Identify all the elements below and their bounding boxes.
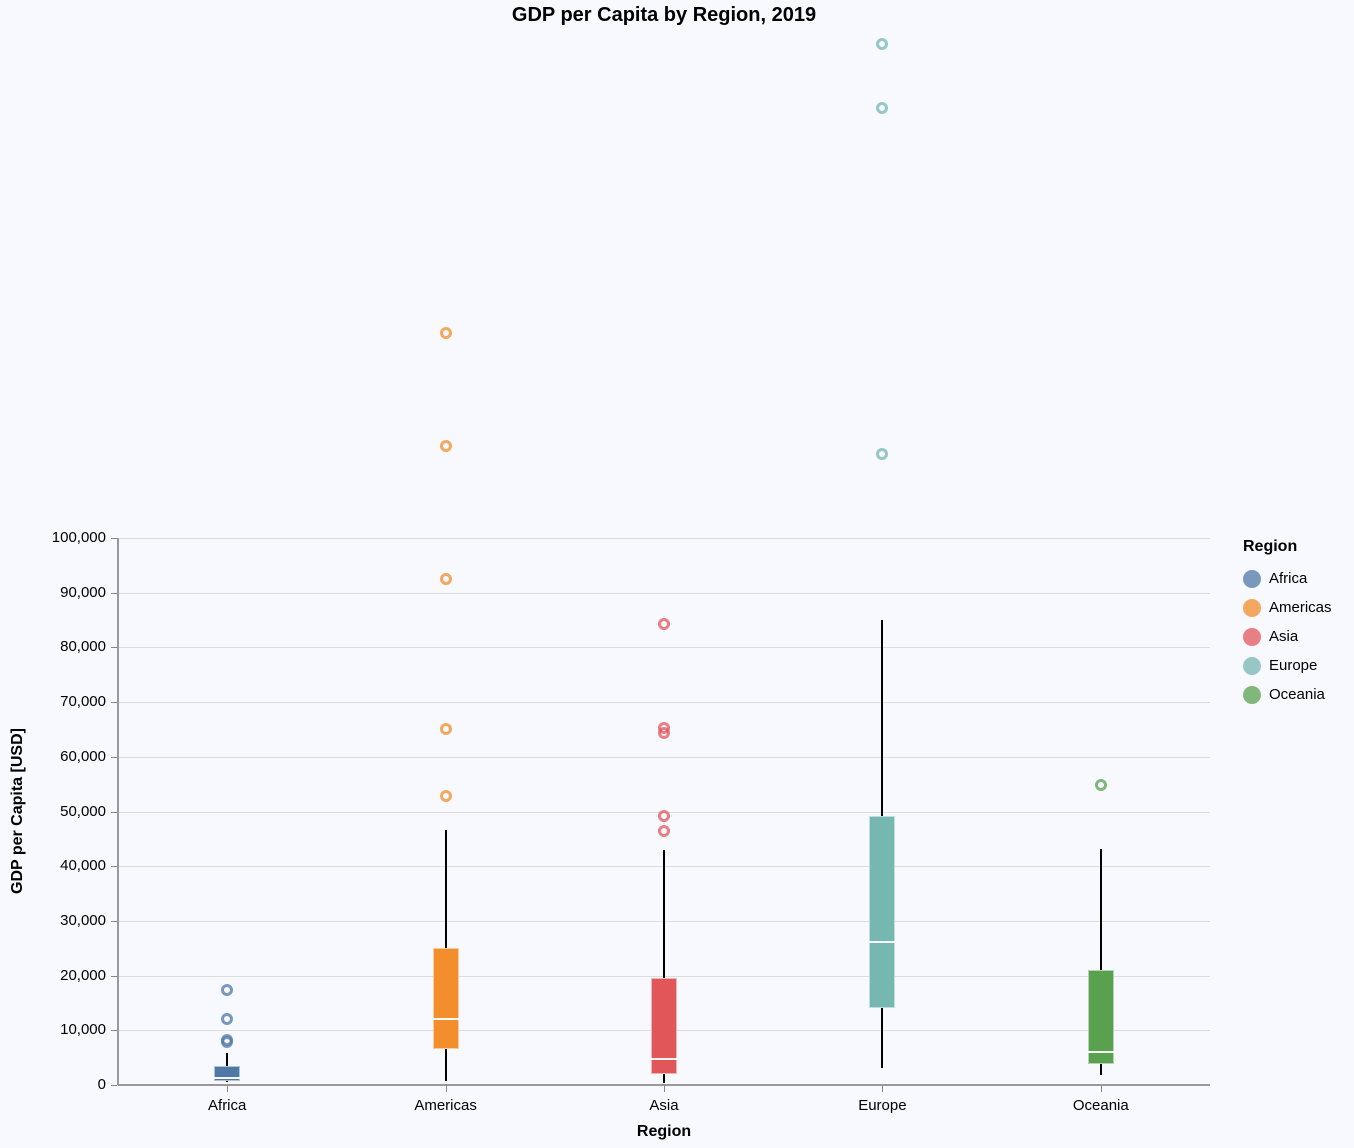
legend-title: Region: [1243, 538, 1298, 555]
y-axis-tick: [111, 592, 117, 594]
x-tick-label: Americas: [414, 1097, 477, 1114]
median-africa: [214, 1076, 241, 1079]
x-axis-tick: [227, 1085, 229, 1092]
y-tick-label: 0: [97, 1076, 106, 1093]
outlier-point-americas: [439, 573, 452, 586]
outlier-point-oceania: [1094, 779, 1107, 792]
y-axis-tick: [111, 866, 117, 868]
legend-swatch-icon: [1243, 598, 1261, 617]
y-axis-tick: [111, 811, 117, 813]
median-americas: [432, 1017, 459, 1020]
outlier-point-americas: [439, 722, 452, 735]
y-tick-label: 30,000: [60, 911, 106, 929]
median-oceania: [1087, 1051, 1114, 1054]
legend-label: Asia: [1269, 628, 1299, 645]
x-axis-title: Region: [636, 1123, 692, 1140]
legend-label: Africa: [1269, 570, 1308, 587]
y-axis-tick: [111, 975, 117, 977]
whisker-oceania: [1099, 849, 1102, 1076]
legend: Region Africa Americas Asia Europe Oceania: [1243, 538, 1332, 709]
y-axis-tick: [111, 1085, 117, 1086]
legend-label: Europe: [1269, 657, 1318, 674]
box-europe: [869, 815, 896, 1009]
y-tick-label: 100,000: [51, 529, 106, 546]
legend-label: Americas: [1269, 599, 1332, 616]
legend-swatch-icon: [1243, 656, 1261, 675]
y-tick-label: 50,000: [60, 802, 106, 820]
legend-label: Oceania: [1269, 686, 1325, 703]
y-tick-label: 20,000: [60, 966, 106, 984]
outlier-point-europe: [876, 102, 889, 115]
x-axis-tick: [445, 1085, 447, 1092]
legend-swatch-icon: [1243, 685, 1261, 704]
y-axis-tick: [111, 756, 117, 758]
y-axis-tick: [111, 920, 117, 922]
median-asia: [651, 1057, 677, 1060]
y-axis-tick: [111, 538, 117, 539]
legend-item-europe: Europe: [1243, 651, 1332, 680]
y-tick-label: 60,000: [60, 747, 106, 765]
box-oceania: [1087, 970, 1114, 1065]
outlier-point-asia: [658, 617, 670, 630]
y-tick-label: 70,000: [60, 693, 106, 711]
x-axis-tick: [1100, 1085, 1102, 1092]
outlier-point-asia: [658, 722, 670, 735]
outlier-point-americas: [439, 326, 452, 339]
gridline: [118, 647, 1210, 649]
x-tick-label: Europe: [858, 1097, 907, 1114]
box-americas: [432, 947, 459, 1049]
box-africa: [214, 1066, 241, 1082]
outlier-point-africa: [221, 1013, 234, 1026]
y-axis-tick: [111, 1030, 117, 1032]
x-axis-tick: [882, 1085, 884, 1092]
y-axis-tick: [111, 702, 117, 704]
y-axis-title: GDP per Capita [USD]: [9, 727, 26, 894]
gridline: [118, 592, 1210, 594]
outlier-point-europe: [876, 447, 889, 460]
chart-title: GDP per Capita by Region, 2019: [511, 4, 817, 26]
legend-swatch-icon: [1243, 627, 1261, 646]
legend-item-oceania: Oceania: [1243, 680, 1332, 709]
outlier-point-americas: [439, 440, 452, 453]
legend-item-asia: Asia: [1243, 622, 1332, 651]
whisker-asia: [663, 849, 665, 1083]
y-axis-tick: [111, 647, 117, 649]
x-axis-tick: [664, 1085, 665, 1092]
x-tick-label: Asia: [649, 1097, 679, 1114]
gridline: [118, 756, 1210, 758]
y-tick-label: 90,000: [60, 583, 106, 601]
legend-item-americas: Americas: [1243, 593, 1332, 622]
outlier-point-europe: [876, 38, 889, 51]
outlier-point-americas: [439, 790, 452, 803]
outlier-point-asia: [658, 824, 670, 837]
y-tick-label: 40,000: [60, 857, 106, 875]
outlier-point-asia: [658, 810, 670, 823]
y-tick-label: 80,000: [60, 638, 106, 656]
gridline: [118, 538, 1210, 539]
y-axis-line: [117, 538, 119, 1085]
outlier-point-africa: [221, 1034, 234, 1047]
legend-item-africa: Africa: [1243, 564, 1332, 593]
x-tick-label: Oceania: [1072, 1097, 1129, 1114]
outlier-point-africa: [221, 983, 234, 996]
y-tick-label: 10,000: [60, 1021, 106, 1039]
gridline: [118, 702, 1210, 704]
legend-swatch-icon: [1243, 569, 1261, 588]
median-europe: [869, 941, 896, 944]
x-tick-label: Africa: [208, 1097, 247, 1114]
